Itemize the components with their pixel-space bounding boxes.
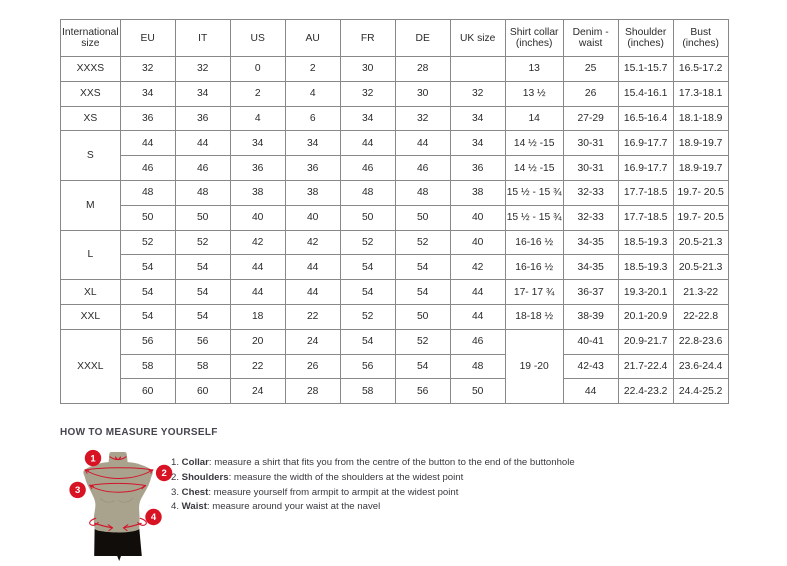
svg-text:1: 1 [90,453,96,464]
svg-text:3: 3 [75,485,80,496]
svg-text:2: 2 [161,468,166,479]
svg-text:4: 4 [151,512,157,523]
